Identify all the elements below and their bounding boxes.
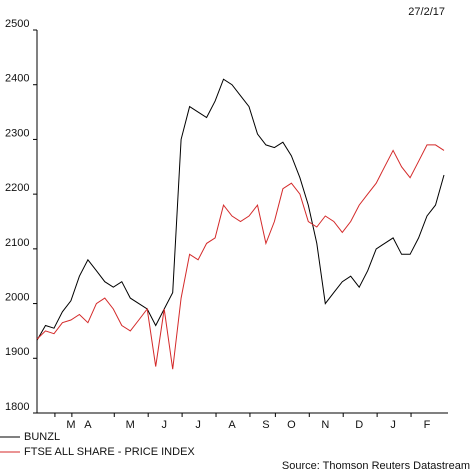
series-line	[36, 144, 445, 370]
legend-label: BUNZL	[24, 431, 60, 443]
x-tick-label: N	[321, 419, 329, 431]
x-tick-label: S	[262, 419, 269, 431]
legend-label: FTSE ALL SHARE - PRICE INDEX	[24, 446, 195, 458]
x-tick-label: J	[161, 419, 167, 431]
x-tick-label: A	[84, 419, 92, 431]
x-tick-label: M	[126, 419, 135, 431]
x-tick-label: M	[66, 419, 75, 431]
source-label: Source: Thomson Reuters Datastream	[282, 460, 470, 472]
x-tick-label: D	[355, 419, 363, 431]
date-label: 27/2/17	[408, 6, 445, 18]
y-tick-label: 2300	[5, 127, 29, 139]
x-tick-label: J	[195, 419, 201, 431]
y-tick-label: 2000	[5, 291, 29, 303]
y-tick-label: 2500	[5, 18, 29, 30]
series-line	[36, 78, 445, 341]
y-tick-label: 2100	[5, 237, 29, 249]
y-tick-label: 1900	[5, 346, 29, 358]
x-tick-label: F	[424, 419, 431, 431]
x-tick-label: J	[390, 419, 396, 431]
y-tick-label: 1800	[5, 401, 29, 413]
y-tick-label: 2200	[5, 182, 29, 194]
x-tick-label: A	[228, 419, 236, 431]
x-tick-label: O	[287, 419, 296, 431]
y-tick-label: 2400	[5, 73, 29, 85]
